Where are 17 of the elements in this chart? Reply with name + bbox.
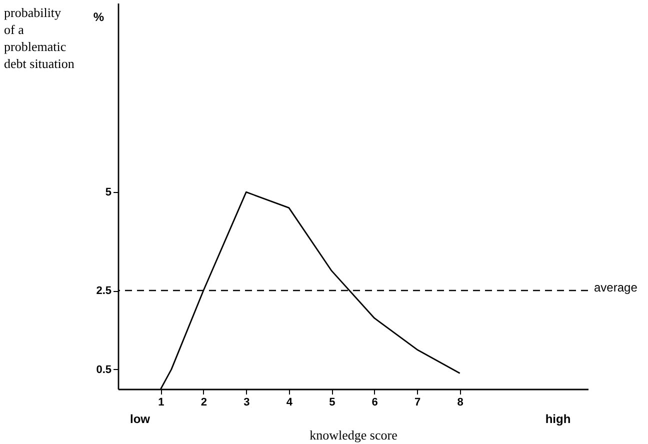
x-tick-label: 6 xyxy=(372,396,378,408)
y-tick-label: 5 xyxy=(105,186,112,199)
x-axis-title: knowledge score xyxy=(310,428,398,442)
x-tick-label: 5 xyxy=(329,396,336,408)
ref-line-label: average xyxy=(594,280,638,295)
text: low xyxy=(130,412,151,426)
x-tick-label: 2 xyxy=(200,396,208,408)
x-tick-label: 7 xyxy=(414,396,421,408)
y-tick-label: 2.5 xyxy=(96,285,112,298)
x-tick-label: 3 xyxy=(244,396,250,408)
y-axis-title: probability of a problematic debt situation xyxy=(4,5,75,71)
text: % xyxy=(93,10,104,24)
y-tick-label: 0.5 xyxy=(96,364,112,376)
x-tick-label: 8 xyxy=(457,396,464,408)
x-tick-label: 1 xyxy=(158,396,164,408)
text: high xyxy=(545,412,571,426)
x-tick-label: 4 xyxy=(286,396,294,408)
